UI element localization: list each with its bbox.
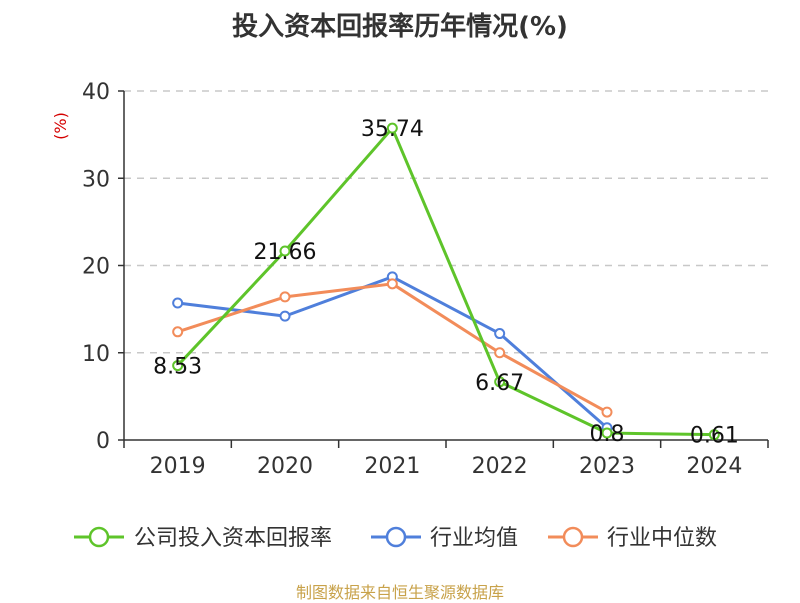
data-label: 0.8: [590, 422, 625, 447]
y-tick-label: 0: [96, 429, 110, 454]
series-line: [177, 282, 608, 414]
data-point: [601, 406, 613, 418]
data-label: 35.74: [361, 117, 424, 142]
y-tick-label: 20: [82, 255, 110, 280]
legend-label: 行业中位数: [607, 526, 717, 551]
y-tick-label: 30: [82, 167, 110, 192]
y-tick-label: 10: [82, 342, 110, 367]
y-axis-unit: (%): [51, 112, 70, 140]
data-label: 21.66: [254, 240, 317, 265]
data-point: [708, 429, 720, 441]
x-tick-label: 2022: [472, 454, 528, 479]
series-line: [176, 126, 715, 437]
data-point: [494, 347, 506, 359]
y-tick-label: 40: [82, 80, 110, 105]
x-tick-label: 2021: [364, 454, 420, 479]
data-label: 0.61: [690, 424, 739, 449]
legend-marker: [562, 526, 584, 548]
data-label: 6.67: [475, 371, 524, 396]
legend-marker: [385, 526, 407, 548]
chart-title: 投入资本回报率历年情况(%): [232, 12, 568, 42]
data-point: [279, 245, 291, 257]
data-point: [172, 360, 184, 372]
legend-marker: [88, 526, 110, 548]
data-point: [386, 122, 398, 134]
data-point: [279, 310, 291, 322]
x-tick-label: 2019: [150, 454, 206, 479]
data-point: [172, 297, 184, 309]
data-point: [386, 278, 398, 290]
source-note: 制图数据来自恒生聚源数据库: [295, 583, 504, 602]
legend-label: 公司投入资本回报率: [134, 526, 332, 551]
data-point: [172, 326, 184, 338]
x-tick-label: 2024: [686, 454, 742, 479]
legend-label: 行业均值: [430, 526, 518, 551]
data-label: 8.53: [153, 355, 202, 380]
data-point: [494, 328, 506, 340]
x-tick-label: 2023: [579, 454, 635, 479]
data-point: [494, 376, 506, 388]
data-point: [601, 427, 613, 439]
data-point: [279, 291, 291, 303]
x-tick-label: 2020: [257, 454, 313, 479]
